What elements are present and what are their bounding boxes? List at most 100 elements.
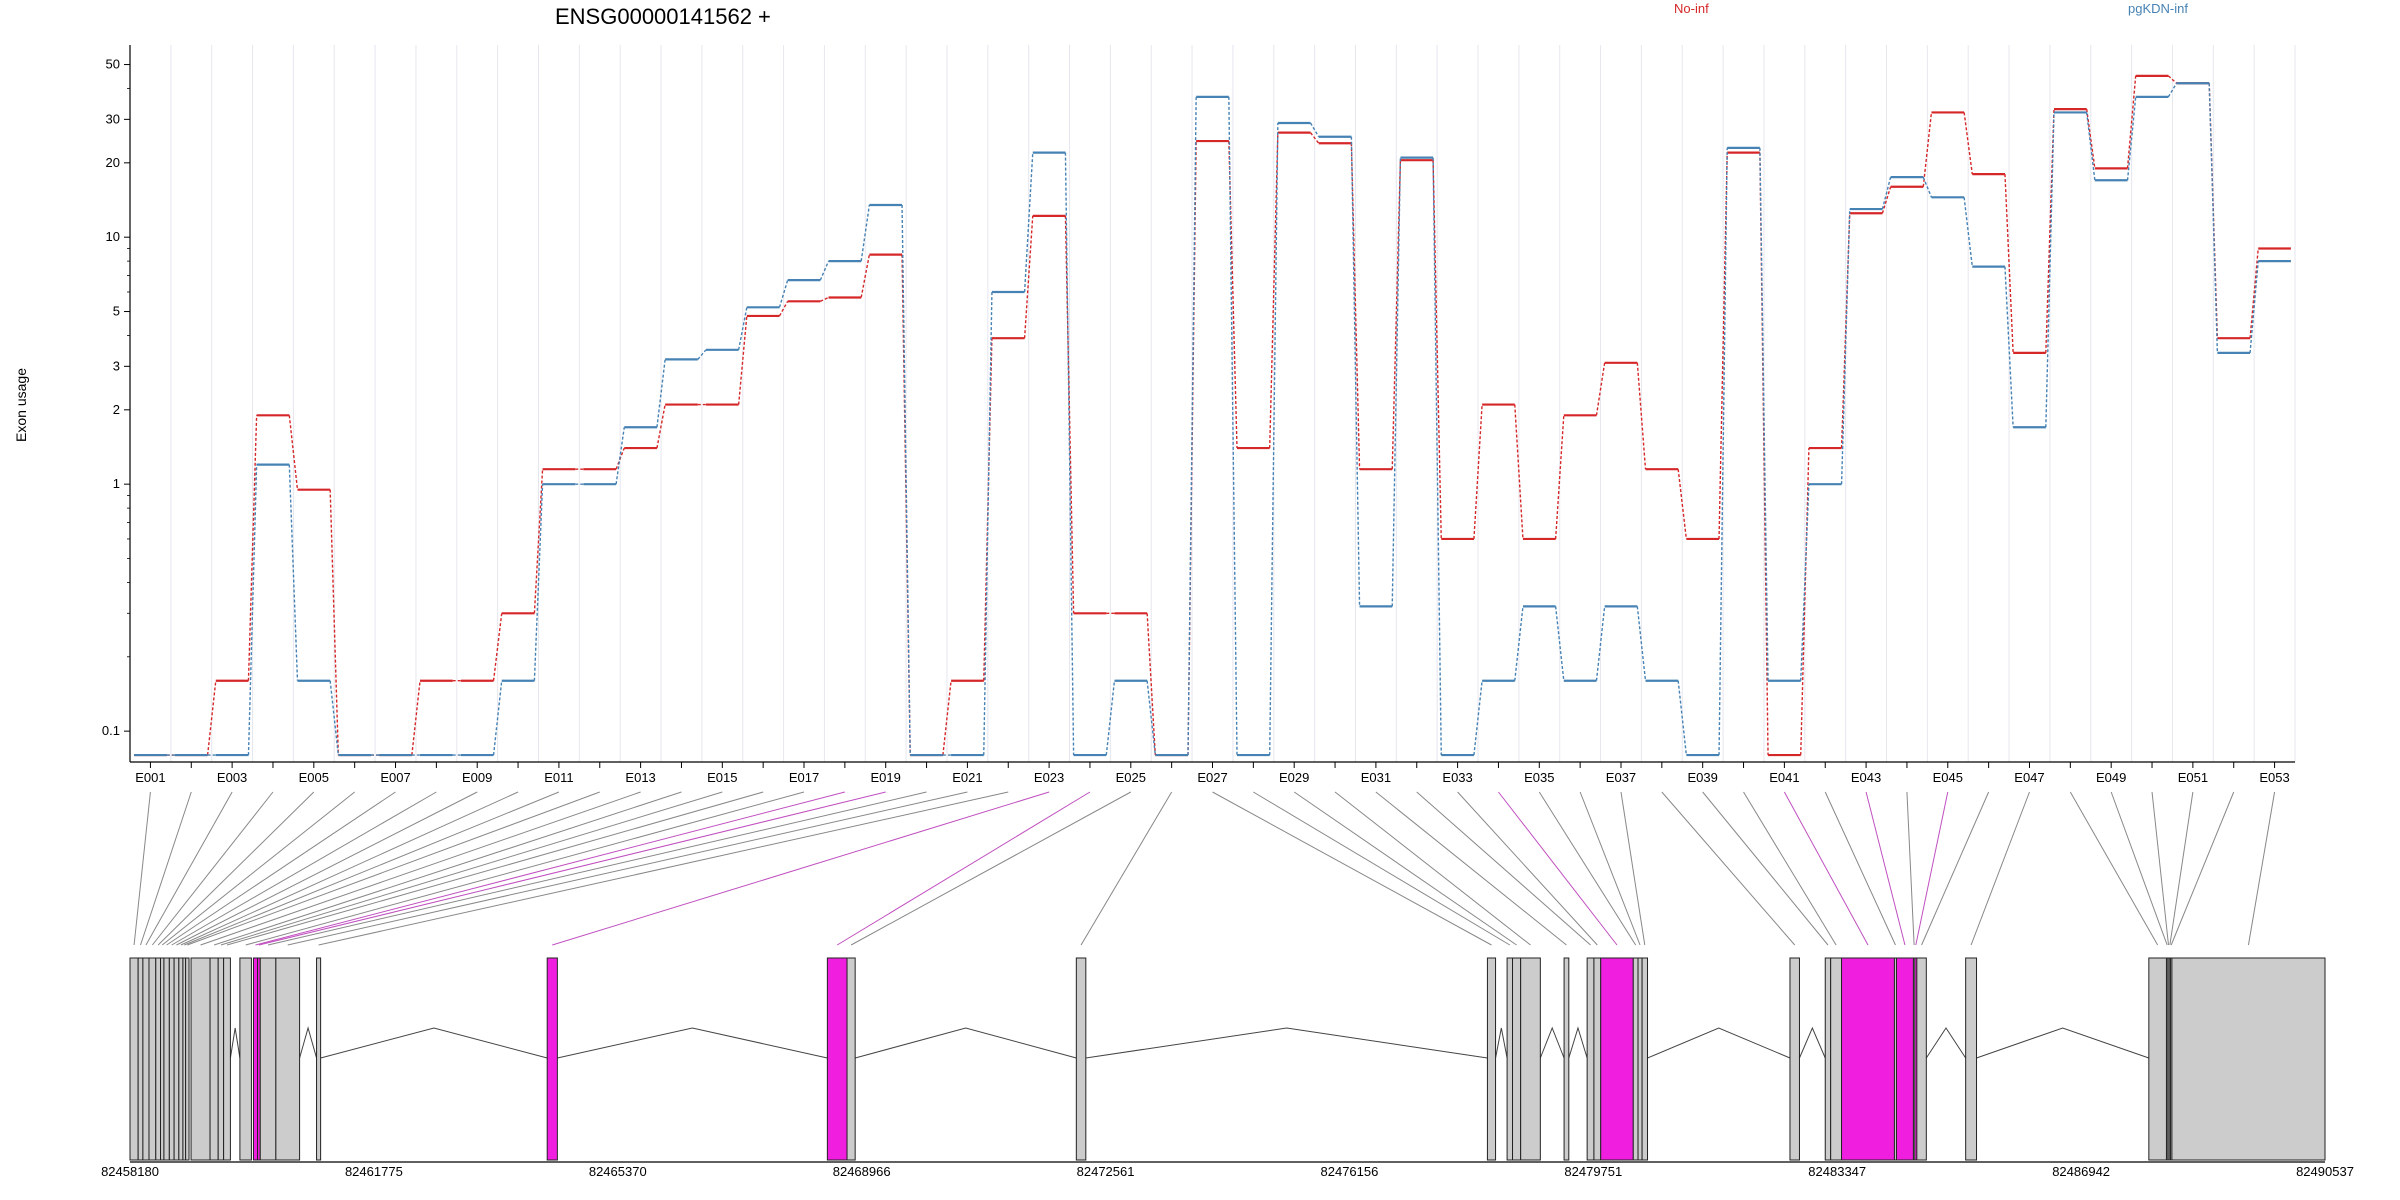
exon-box-E032 — [1586, 957, 1595, 1161]
step-connector — [2045, 112, 2055, 428]
step-connector — [206, 680, 217, 756]
axes: 0.1 1 2 3 5 10 20 30 50 E001 E003 E005 E007 E009 E011 E… — [102, 45, 2295, 785]
intron — [1925, 1027, 1967, 1059]
step-connector — [1718, 152, 1728, 539]
exon-connector-E001 — [133, 791, 151, 946]
step-connector — [2249, 261, 2259, 353]
step-connector — [2126, 75, 2137, 169]
x-tick-label: E035 — [1524, 770, 1554, 785]
intron — [1568, 1026, 1588, 1059]
exon-connector-E039 — [1702, 791, 1829, 946]
exon-box-E009 — [173, 957, 180, 1161]
step-connector — [1473, 404, 1483, 539]
x-tick-label: E039 — [1688, 770, 1718, 785]
step-connector — [1350, 143, 1361, 470]
step-connector — [2126, 96, 2137, 181]
intron — [1976, 1027, 2149, 1059]
intron — [1647, 1027, 1791, 1059]
exon-box-E046 — [1916, 957, 1927, 1161]
exon-box-E036 — [1637, 957, 1643, 1161]
genomic-tick-label: 82486942 — [2052, 1164, 2110, 1179]
x-tick-label: E025 — [1116, 770, 1146, 785]
x-tick-label: E037 — [1606, 770, 1636, 785]
exon-connector-E020 — [267, 791, 927, 946]
exon-box-E041 — [1841, 957, 1895, 1161]
intron — [1539, 1026, 1565, 1059]
legend: No-inf pgKDN-inf — [1674, 1, 2188, 16]
y-tick-label: 20 — [106, 155, 120, 170]
step-connector — [1595, 606, 1606, 681]
step-connector — [1064, 152, 1075, 756]
intron — [1085, 1027, 1488, 1059]
exon-box-E031 — [1563, 957, 1570, 1161]
exon-connector-E041 — [1783, 791, 1869, 946]
y-tick-label: 5 — [113, 304, 120, 319]
y-tick-label: 0.1 — [102, 723, 120, 738]
step-connector — [820, 296, 829, 302]
step-connector — [288, 415, 299, 490]
exon-connector-E051 — [2169, 791, 2194, 946]
step-connector — [1922, 176, 1933, 198]
exon-connector-E015 — [220, 791, 723, 946]
exon-connector-E025 — [850, 791, 1132, 946]
step-connector — [1514, 606, 1524, 681]
exon-box-E008 — [168, 957, 175, 1161]
step-connector — [1146, 680, 1157, 756]
exon-connector-E050 — [2151, 791, 2169, 946]
step-connector — [819, 260, 830, 281]
exon-box-E023 — [546, 957, 558, 1161]
y-tick-label: 3 — [113, 358, 120, 373]
exon-box-E022 — [316, 957, 322, 1161]
step-connector — [656, 359, 666, 428]
x-tick-label: E031 — [1361, 770, 1391, 785]
exon-connector-E009 — [176, 791, 478, 946]
exon-connector-E024 — [836, 791, 1091, 946]
exon-connector-E006 — [161, 791, 355, 946]
step-connector — [1840, 209, 1851, 485]
step-connector — [1881, 176, 1892, 210]
step-connector — [1963, 197, 1973, 267]
exon-connector-E027 — [1212, 791, 1492, 946]
step-connector — [778, 300, 789, 317]
genomic-tick-label: 82490537 — [2296, 1164, 2354, 1179]
step-connector — [1391, 160, 1402, 470]
exon-connector-E052 — [2170, 791, 2235, 946]
vertical-gridlines — [129, 45, 2296, 762]
exon-connector-E022 — [318, 791, 1009, 946]
exon-box-E034 — [1600, 957, 1634, 1161]
exon-connector-E047 — [1970, 791, 2030, 946]
x-tick-label: E005 — [299, 770, 329, 785]
exon-box-E047 — [1965, 957, 1978, 1161]
step-connector — [2085, 112, 2096, 181]
step-connector — [288, 464, 299, 681]
genomic-tick-label: 82461775 — [345, 1164, 403, 1179]
genomic-tick-label: 82476156 — [1321, 1164, 1379, 1179]
exon-connector-E042 — [1824, 791, 1896, 946]
x-tick-label: E053 — [2259, 770, 2289, 785]
exon-connector-E017 — [245, 791, 805, 946]
exon-box-E017 — [239, 957, 252, 1161]
step-connector — [1800, 484, 1810, 681]
exon-connector-E004 — [151, 791, 274, 946]
exon-connector-E011 — [184, 791, 560, 946]
exon-box-E004 — [148, 957, 157, 1161]
series-pgkdn-inf — [134, 82, 2291, 757]
x-tick-label: E049 — [2096, 770, 2126, 785]
exon-box-E002 — [137, 957, 144, 1161]
x-tick-label: E033 — [1442, 770, 1472, 785]
legend-label-no-inf: No-inf — [1674, 1, 1709, 16]
exon-box-E021 — [275, 957, 301, 1161]
chart-title: ENSG00000141562 + — [555, 4, 771, 29]
x-tick-label: E017 — [789, 770, 819, 785]
exon-box-E030 — [1520, 957, 1541, 1161]
genomic-tick-label: 82468966 — [833, 1164, 891, 1179]
exon-connector-E014 — [213, 791, 682, 946]
x-tick-label: E009 — [462, 770, 492, 785]
y-tick-label: 30 — [106, 111, 120, 126]
exon-box-E016 — [223, 957, 231, 1161]
intron — [299, 1026, 318, 1059]
step-connector — [247, 415, 258, 681]
exon-connector-E018 — [255, 791, 845, 946]
step-connector — [1268, 132, 1279, 449]
